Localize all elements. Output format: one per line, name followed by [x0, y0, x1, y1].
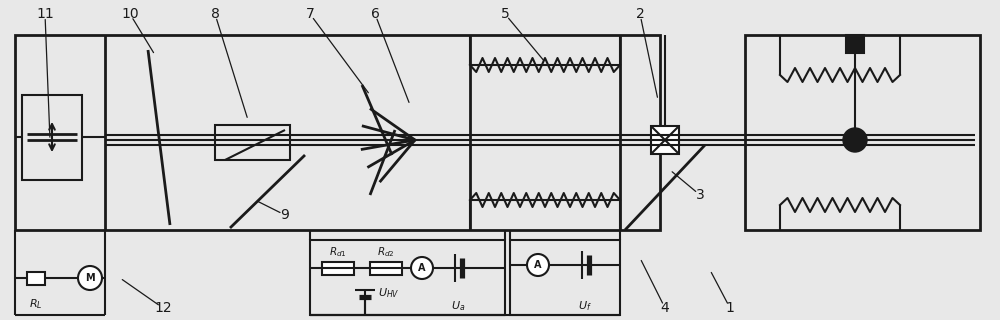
Text: 2: 2: [636, 7, 644, 21]
Bar: [22, 95, 82, 180]
Bar: [310, 240, 505, 315]
Text: M: M: [85, 273, 95, 283]
Bar: [215, 125, 290, 160]
Text: $U_f$: $U_f$: [578, 299, 592, 313]
Bar: [510, 240, 620, 315]
Circle shape: [411, 257, 433, 279]
Text: $U_a$: $U_a$: [451, 299, 465, 313]
Bar: [651, 126, 679, 154]
Bar: [846, 35, 864, 53]
Text: 12: 12: [154, 301, 172, 315]
Text: 1: 1: [726, 301, 734, 315]
Text: $R_L$: $R_L$: [29, 297, 43, 311]
Text: $U_{HV}$: $U_{HV}$: [378, 286, 400, 300]
Text: 7: 7: [306, 7, 314, 21]
Text: A: A: [418, 263, 426, 273]
Text: 8: 8: [211, 7, 219, 21]
Text: 11: 11: [36, 7, 54, 21]
Text: 9: 9: [281, 208, 289, 222]
Bar: [322, 261, 354, 275]
Circle shape: [527, 254, 549, 276]
Bar: [370, 261, 402, 275]
Text: A: A: [534, 260, 542, 270]
Text: $R_{d2}$: $R_{d2}$: [377, 245, 395, 259]
Bar: [745, 35, 980, 230]
Text: $R_{d1}$: $R_{d1}$: [329, 245, 347, 259]
Text: 5: 5: [501, 7, 509, 21]
Circle shape: [78, 266, 102, 290]
Text: 4: 4: [661, 301, 669, 315]
Circle shape: [843, 128, 867, 152]
Text: 6: 6: [371, 7, 379, 21]
Text: 3: 3: [696, 188, 704, 202]
Text: 10: 10: [121, 7, 139, 21]
Bar: [15, 35, 660, 230]
Bar: [27, 271, 45, 284]
